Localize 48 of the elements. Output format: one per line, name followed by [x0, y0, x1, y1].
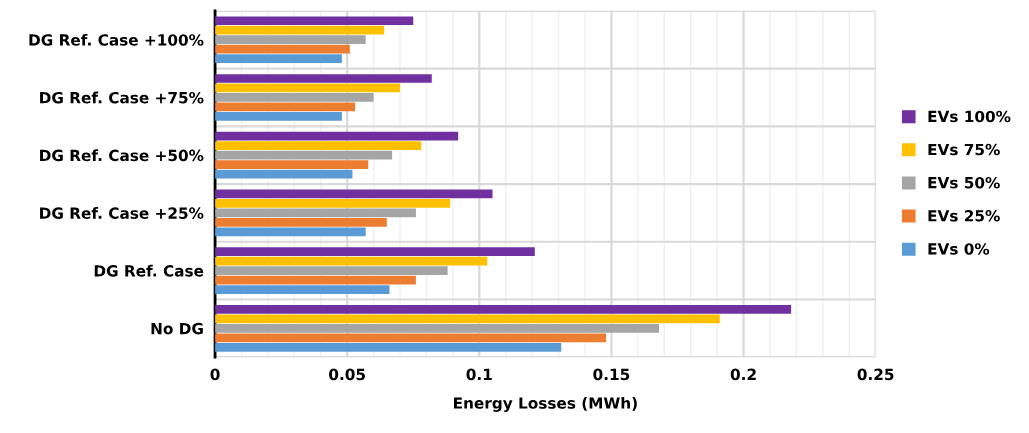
- y-tick-label: DG Ref. Case +75%: [40, 91, 204, 104]
- bar: [215, 160, 369, 169]
- bar: [215, 342, 562, 352]
- x-tick-label: 0.2: [730, 368, 756, 381]
- bar: [215, 266, 448, 275]
- bar: [215, 25, 385, 35]
- bar: [215, 150, 393, 160]
- x-tick-label: 0.1: [466, 368, 492, 381]
- bar: [215, 256, 488, 266]
- x-axis-title: Energy Losses (MWh): [454, 397, 637, 412]
- bar: [215, 112, 342, 121]
- y-tick-label: DG Ref. Case +25%: [40, 207, 204, 219]
- bar: [215, 74, 432, 83]
- bar: [215, 93, 374, 102]
- bar: [215, 218, 387, 227]
- legend-label: EVs 0%: [928, 243, 990, 255]
- y-tick-label: DG Ref. Case +100%: [29, 33, 204, 46]
- bar: [215, 189, 493, 199]
- bar: [215, 199, 451, 208]
- y-tick-label: DG Ref. Case +50%: [40, 149, 204, 162]
- bar: [215, 35, 366, 45]
- bar: [215, 131, 459, 141]
- bar: [215, 324, 659, 333]
- bar: [215, 44, 350, 54]
- bar: [215, 247, 535, 257]
- legend-label: EVs 25%: [928, 210, 1000, 222]
- legend-label: EVs 100%: [928, 110, 1011, 123]
- bar: [215, 227, 366, 237]
- legend-label: EVs 50%: [928, 176, 1000, 189]
- bar: [215, 333, 607, 343]
- x-tick-label: 0.25: [857, 368, 894, 381]
- y-tick-label: No DG: [151, 322, 203, 335]
- bar: [215, 141, 422, 151]
- bar: [215, 285, 390, 294]
- x-tick-label: 0.05: [329, 368, 365, 381]
- bar: [215, 16, 414, 26]
- bar: [215, 83, 401, 93]
- bar: [215, 54, 342, 63]
- bar: [215, 275, 416, 285]
- x-tick-label: 0.15: [593, 368, 630, 381]
- bar: [215, 305, 792, 314]
- y-tick-label: DG Ref. Case: [94, 264, 204, 277]
- legend-label: EVs 75%: [928, 143, 1000, 156]
- bar: [215, 169, 353, 179]
- x-tick-label: 0: [210, 368, 220, 381]
- bar: [215, 208, 416, 218]
- bar: [215, 102, 356, 112]
- bar: [215, 314, 720, 324]
